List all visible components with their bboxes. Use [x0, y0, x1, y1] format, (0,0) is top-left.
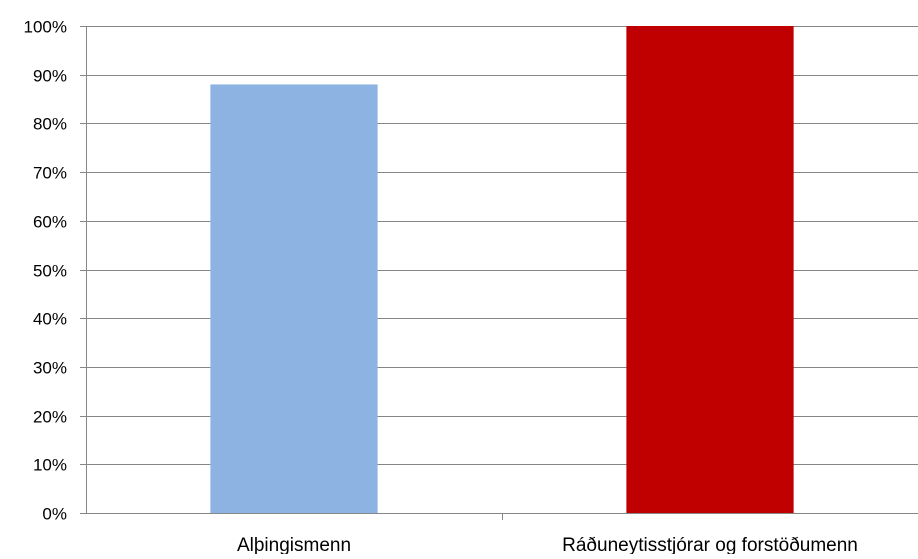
- y-tick-label: 50%: [33, 262, 67, 281]
- y-tick-label: 40%: [33, 310, 67, 329]
- x-tick-labels: Alþingismenn Ráðuneytisstjórar og forstöð…: [237, 535, 858, 556]
- y-tick-label: 60%: [33, 213, 67, 232]
- bar: [210, 84, 378, 513]
- y-tick-label: 30%: [33, 359, 67, 378]
- y-tick-label: 0%: [42, 505, 67, 524]
- bar: [626, 26, 794, 513]
- y-tick-labels: 0% 10% 20% 30% 40% 50% 60% 70% 80% 90% 100%: [24, 18, 67, 524]
- x-tick-label: Alþingismenn: [237, 535, 351, 554]
- y-tick-label: 10%: [33, 456, 67, 475]
- x-tick-label: Ráðuneytisstjórar og forstöðumenn: [562, 535, 858, 554]
- y-tick-label: 80%: [33, 115, 67, 134]
- y-tick-label: 90%: [33, 67, 67, 86]
- y-tick-label: 100%: [24, 18, 67, 37]
- axes: [80, 26, 918, 520]
- bars: [210, 26, 794, 513]
- y-tick-label: 20%: [33, 408, 67, 427]
- y-tick-label: 70%: [33, 164, 67, 183]
